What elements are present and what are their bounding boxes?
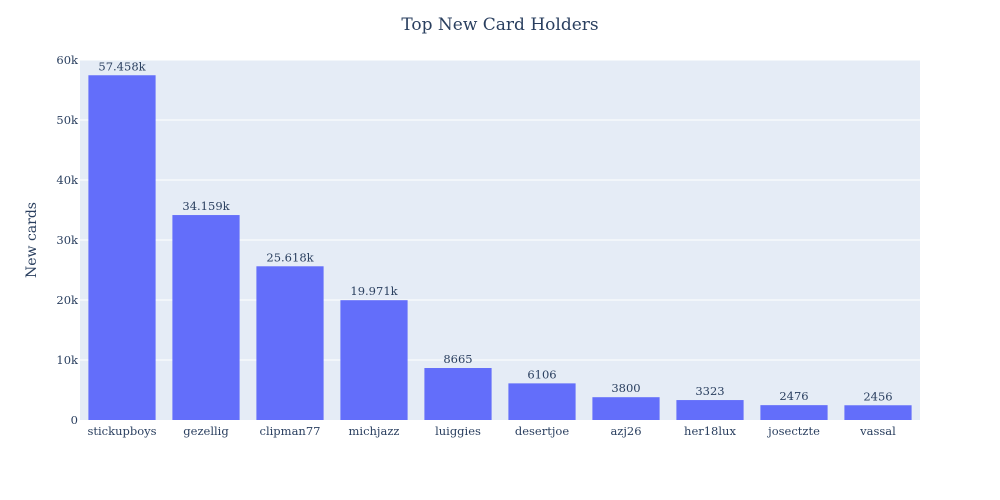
- y-tick-label: 10k: [56, 353, 79, 367]
- x-tick-label: luiggies: [435, 424, 481, 438]
- x-tick-label: stickupboys: [87, 424, 156, 438]
- bar-value-label: 19.971k: [350, 284, 398, 298]
- bar-value-label: 2456: [863, 389, 892, 403]
- x-tick-label: azj26: [610, 424, 641, 438]
- bar-stickupboys[interactable]: [88, 75, 156, 420]
- bar-value-label: 57.458k: [98, 59, 146, 73]
- bar-value-label: 6106: [527, 367, 556, 381]
- y-axis-ticks: 0 10k 20k 30k 40k 50k 60k: [56, 53, 79, 427]
- y-tick-label: 60k: [56, 53, 79, 67]
- bar-value-label: 34.159k: [182, 199, 230, 213]
- y-tick-label: 0: [71, 413, 78, 427]
- x-tick-label: desertjoe: [515, 424, 569, 438]
- x-tick-label: her18lux: [684, 424, 736, 438]
- bar-value-label: 25.618k: [266, 250, 314, 264]
- bar-vassal[interactable]: [844, 405, 912, 420]
- bar-labels: 57.458k 34.159k 25.618k 19.971k 8665 6106 3800…: [98, 59, 892, 403]
- x-tick-label: vassal: [859, 424, 896, 438]
- y-tick-label: 30k: [56, 233, 79, 247]
- bar-value-label: 2476: [779, 389, 808, 403]
- bar-value-label: 3323: [695, 384, 724, 398]
- bar-azj26[interactable]: [592, 397, 660, 420]
- bar-josectzte[interactable]: [760, 405, 828, 420]
- x-tick-label: josectzte: [766, 424, 820, 438]
- bar-value-label: 3800: [611, 381, 640, 395]
- bar-clipman77[interactable]: [256, 266, 324, 420]
- x-tick-label: michjazz: [349, 424, 400, 438]
- bar-her18lux[interactable]: [676, 400, 744, 420]
- bar-desertjoe[interactable]: [508, 383, 576, 420]
- bars: [88, 75, 912, 420]
- bar-gezellig[interactable]: [172, 215, 240, 420]
- y-axis-title: New cards: [24, 202, 40, 278]
- x-axis-ticks: stickupboys gezellig clipman77 michjazz luig…: [87, 424, 896, 438]
- x-tick-label: clipman77: [260, 424, 321, 438]
- x-tick-label: gezellig: [183, 424, 229, 438]
- bar-michjazz[interactable]: [340, 300, 408, 420]
- bar-value-label: 8665: [443, 352, 472, 366]
- y-tick-label: 50k: [56, 113, 79, 127]
- y-tick-label: 40k: [56, 173, 79, 187]
- bar-luiggies[interactable]: [424, 368, 492, 420]
- chart-title: Top New Card Holders: [401, 15, 598, 35]
- y-tick-label: 20k: [56, 293, 79, 307]
